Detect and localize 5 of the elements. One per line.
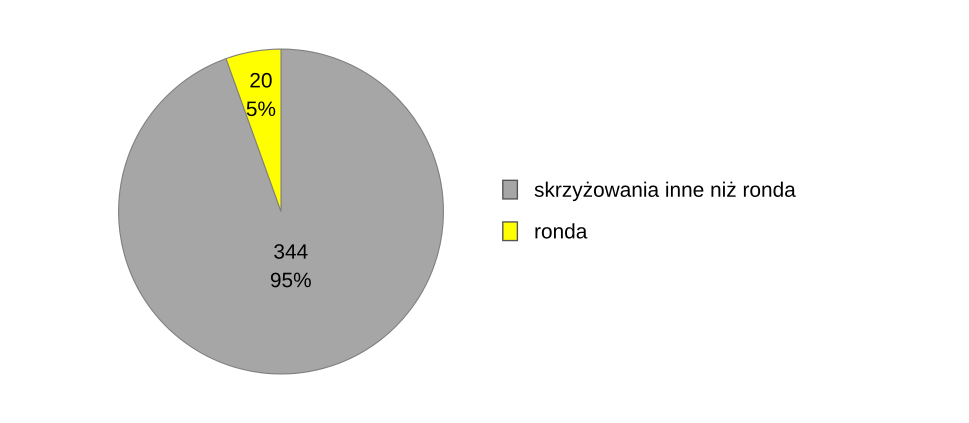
- data-label: 344 95%: [270, 244, 311, 288]
- legend-label: skrzyżowania inne niż ronda: [534, 182, 796, 202]
- pie-slice: [118, 48, 444, 374]
- legend-label: ronda: [535, 223, 588, 239]
- data-label: 20 5%: [246, 72, 276, 116]
